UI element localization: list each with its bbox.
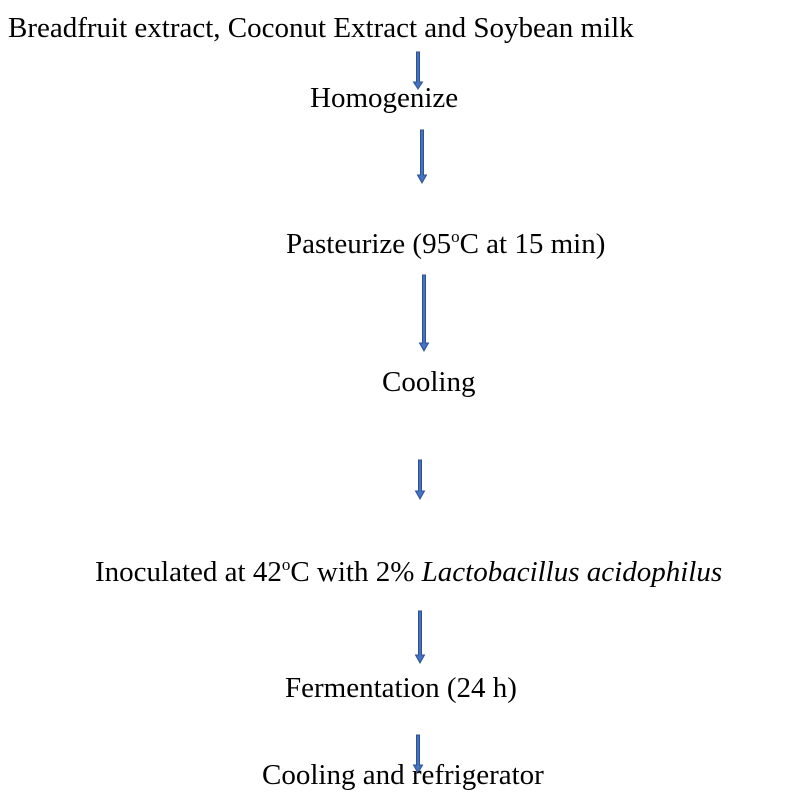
arrow (414, 459, 426, 501)
text-segment: Breadfruit extract, Coconut Extract and … (8, 12, 634, 44)
step-label: Breadfruit extract, Coconut Extract and … (8, 14, 634, 43)
arrow (414, 610, 426, 665)
arrow (416, 129, 428, 185)
text-segment: Cooling (382, 366, 476, 398)
text-segment: o (281, 555, 291, 574)
step-label: Pasteurize (95oC at 15 min) (286, 228, 605, 259)
text-segment: Cooling and refrigerator (262, 759, 544, 791)
text-segment: Lactobacillus acidophilus (421, 556, 723, 588)
text-segment: Inoculated at 42 (95, 556, 282, 588)
arrow (418, 274, 430, 353)
text-segment: o (451, 227, 460, 246)
step-label: Cooling and refrigerator (262, 761, 544, 790)
text-segment: C with 2% (290, 556, 422, 588)
text-segment: C at 15 min) (459, 228, 606, 260)
step-label: Inoculated at 42oC with 2% Lactobacillus… (95, 556, 722, 587)
text-segment: Homogenize (310, 82, 459, 114)
step-label: Cooling (382, 368, 475, 397)
step-label: Fermentation (24 h) (285, 674, 517, 703)
text-segment: Pasteurize (95 (286, 228, 452, 260)
arrow (412, 51, 424, 90)
step-label: Homogenize (310, 84, 458, 113)
text-segment: Fermentation (24 h) (285, 672, 517, 704)
arrow (412, 734, 424, 775)
